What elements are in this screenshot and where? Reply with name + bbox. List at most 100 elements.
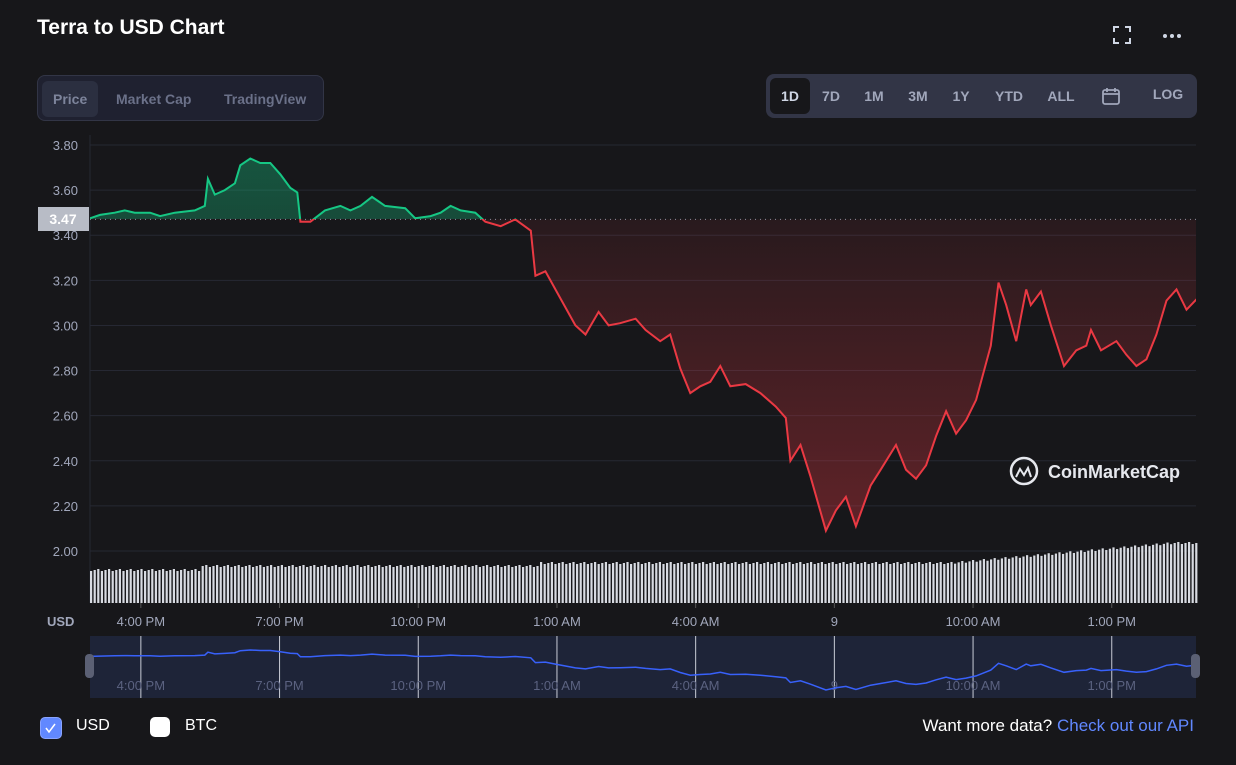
volume-bar [907, 562, 910, 603]
btc-checkbox[interactable] [150, 717, 170, 737]
tab-market-cap[interactable]: Market Cap [116, 91, 192, 107]
range-3m[interactable]: 3M [908, 88, 928, 104]
volume-bar [777, 562, 780, 603]
volume-bar [723, 562, 726, 603]
volume-bar [734, 562, 737, 603]
volume-bar [928, 562, 931, 603]
range-1d[interactable]: 1D [770, 78, 810, 114]
volume-bar [234, 566, 237, 603]
volume-bar [957, 562, 960, 603]
volume-bar [882, 563, 885, 603]
volume-bar [302, 565, 305, 603]
volume-bar [230, 567, 233, 603]
navigator[interactable] [90, 636, 1196, 698]
volume-bar [644, 563, 647, 603]
volume-bar [572, 562, 575, 603]
volume-bar [1166, 542, 1169, 603]
volume-bar [1018, 557, 1021, 603]
price-line-down [90, 219, 1196, 534]
volume-bar [608, 564, 611, 603]
volume-bar [892, 563, 895, 603]
range-1y[interactable]: 1Y [952, 88, 970, 104]
price-line-up [90, 157, 517, 219]
volume-bar [856, 564, 859, 603]
volume-bar [241, 567, 244, 603]
volume-bar [378, 565, 381, 603]
page-title: Terra to USD Chart [37, 16, 225, 39]
navigator-left-handle[interactable] [85, 654, 94, 678]
volume-bar [860, 563, 863, 603]
volume-bar [716, 564, 719, 603]
volume-bar [1108, 548, 1111, 603]
calendar-icon[interactable] [1098, 78, 1124, 114]
y-tick-label: 3.60 [53, 183, 78, 198]
volume-bar [1083, 551, 1086, 603]
volume-bar [932, 564, 935, 603]
volume-bar [298, 566, 301, 603]
usd-checkbox[interactable] [40, 717, 62, 739]
api-link[interactable]: Check out our API [1056, 716, 1194, 735]
volume-bar [763, 563, 766, 603]
volume-bar [810, 562, 813, 603]
volume-bar [676, 563, 679, 603]
volume-bar [327, 567, 330, 603]
volume-bar [385, 566, 388, 603]
volume-bar [324, 565, 327, 603]
volume-bar [658, 562, 661, 603]
volume-bar [270, 565, 273, 603]
volume-bar [453, 565, 456, 603]
volume-bar [752, 563, 755, 603]
volume-bar [583, 562, 586, 603]
volume-bar [579, 563, 582, 603]
volume-bar [165, 571, 168, 603]
tab-tradingview[interactable]: TradingView [224, 91, 307, 107]
volume-bar [756, 562, 759, 603]
volume-bar [388, 565, 391, 603]
volume-bar [216, 565, 219, 603]
volume-bar [910, 564, 913, 603]
volume-bar [799, 562, 802, 603]
navigator-right-handle[interactable] [1191, 654, 1200, 678]
volume-bar [183, 569, 186, 603]
volume-bar [252, 567, 255, 603]
volume-bar [730, 563, 733, 603]
volume-bar [961, 560, 964, 603]
volume-bar [601, 563, 604, 603]
log-toggle[interactable]: LOG [1152, 86, 1184, 102]
volume-bar [1112, 547, 1115, 603]
volume-bar [842, 562, 845, 603]
volume-bar [363, 566, 366, 603]
volume-bar [972, 560, 975, 603]
volume-bar [291, 565, 294, 603]
volume-bar [1191, 544, 1194, 603]
volume-bar [543, 564, 546, 603]
volume-bar [1040, 555, 1043, 603]
fullscreen-icon[interactable] [1110, 24, 1134, 48]
range-7d[interactable]: 7D [822, 88, 840, 104]
volume-bar [1123, 546, 1126, 603]
coinmarketcap-watermark: CoinMarketCap [1009, 456, 1180, 486]
volume-bar [399, 565, 402, 603]
volume-bar [698, 563, 701, 603]
volume-bar [1026, 555, 1029, 603]
volume-bar [417, 566, 420, 603]
volume-bar [1008, 558, 1011, 603]
navigator-tick-label: 9 [831, 678, 838, 693]
volume-bar [1137, 547, 1140, 603]
volume-bar [586, 564, 589, 603]
volume-bar [900, 564, 903, 603]
volume-bar [396, 566, 399, 603]
tab-price[interactable]: Price [42, 81, 99, 117]
volume-bar [1134, 545, 1137, 603]
volume-bar [1051, 554, 1054, 603]
volume-bar [770, 564, 773, 603]
range-1m[interactable]: 1M [864, 88, 884, 104]
volume-bar [565, 564, 568, 603]
range-all[interactable]: ALL [1047, 88, 1075, 104]
volume-bar [673, 564, 676, 603]
more-icon[interactable] [1160, 24, 1184, 48]
volume-bar [867, 564, 870, 603]
range-ytd[interactable]: YTD [995, 88, 1023, 104]
navigator-tick-label: 4:00 PM [117, 678, 165, 693]
